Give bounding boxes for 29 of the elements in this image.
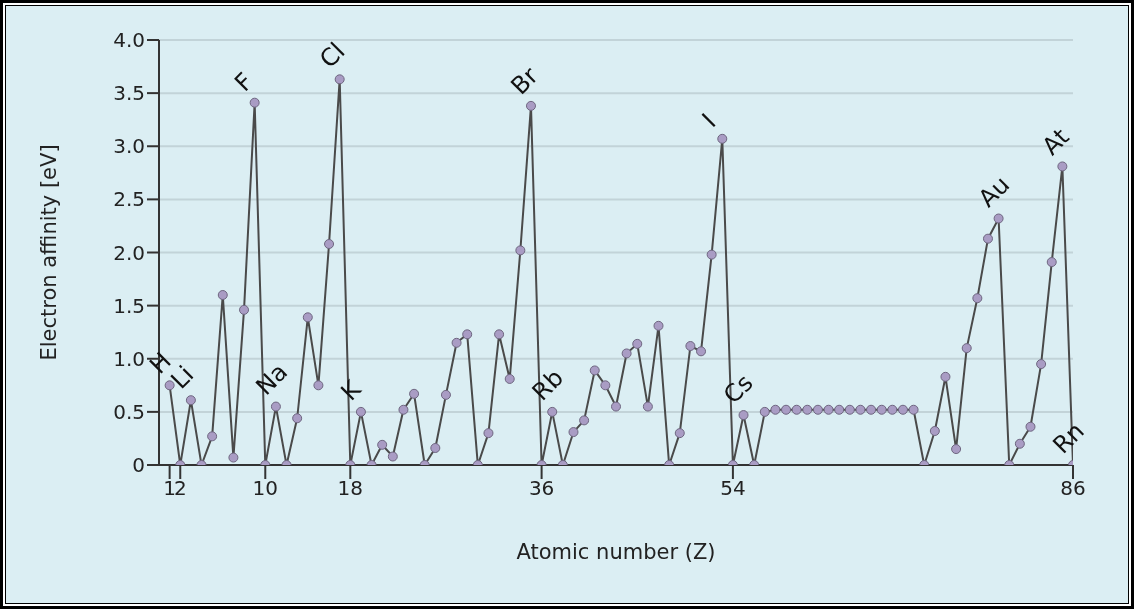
- annotation: Rn: [1047, 416, 1090, 460]
- x-tick-label: 18: [337, 476, 364, 501]
- y-tick-label: 0: [132, 453, 145, 478]
- x-axis-title: Atomic number (Z): [516, 540, 716, 564]
- annotation: Br: [505, 61, 544, 101]
- y-axis-title: Electron affinity [eV]: [37, 144, 62, 361]
- annotation: Rb: [526, 363, 570, 407]
- annotation: Au: [973, 170, 1016, 213]
- annotation: I: [696, 108, 722, 134]
- x-tick-label: 10: [252, 476, 279, 501]
- annotation: K: [335, 374, 368, 407]
- x-tick-label: 54: [720, 476, 746, 501]
- y-tick-label: 1.5: [113, 293, 145, 318]
- y-tick-label: 1.0: [113, 346, 145, 371]
- y-tick-label: 4.0: [113, 28, 145, 53]
- x-tick-label: 86: [1060, 476, 1086, 501]
- y-tick-label: 3.0: [113, 134, 145, 159]
- annotation: At: [1036, 122, 1075, 161]
- x-tick-label: 36: [528, 476, 555, 501]
- annotation: Na: [250, 357, 294, 401]
- x-tick-label: 2: [173, 476, 187, 501]
- annotation: Cl: [314, 37, 351, 74]
- y-tick-label: 3.5: [113, 81, 145, 106]
- annotation: F: [229, 67, 259, 97]
- y-tick-label: 2.5: [113, 187, 145, 212]
- y-tick-label: 2.0: [113, 240, 145, 265]
- x-tick-label: 1: [163, 476, 176, 501]
- annotation: Cs: [717, 368, 759, 410]
- y-tick-label: 0.5: [113, 399, 145, 424]
